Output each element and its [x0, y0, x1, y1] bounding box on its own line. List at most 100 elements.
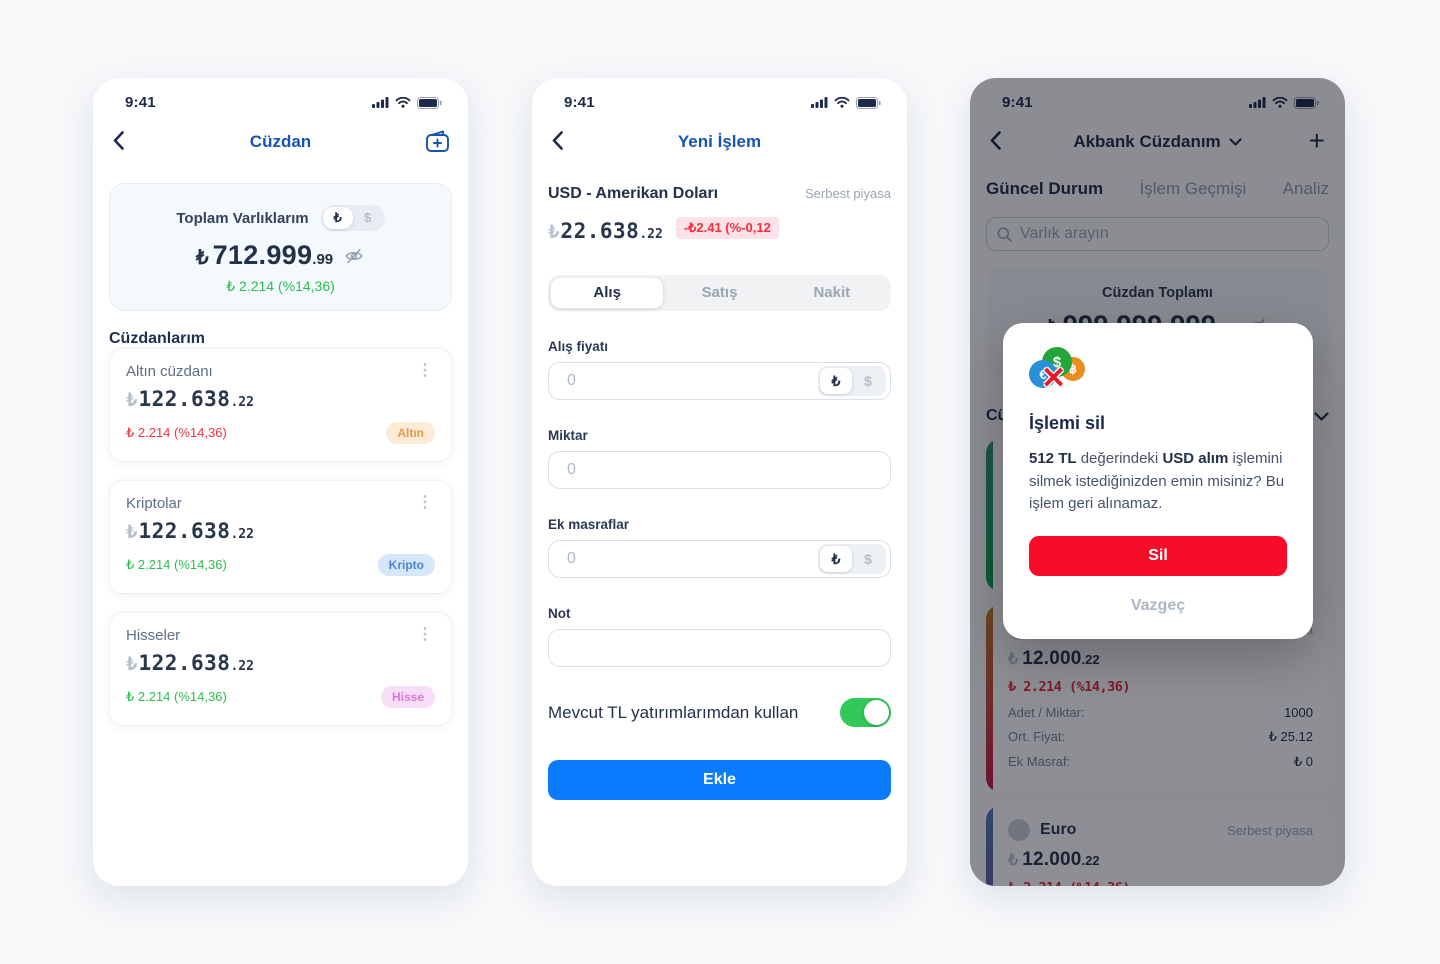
- wifi-icon: [395, 97, 411, 108]
- category-badge: Altın: [386, 422, 435, 444]
- currency-toggle[interactable]: ₺ $: [818, 366, 886, 396]
- page-title: Yeni İşlem: [677, 132, 762, 151]
- back-icon[interactable]: [113, 131, 124, 155]
- page-title: Cüzdan: [249, 132, 312, 151]
- asset-change: ₺ 2.214 (%14,36): [1008, 880, 1313, 886]
- wallet-change: ₺ 2.214 (%14,36): [126, 689, 227, 704]
- field-label-price: Alış fiyatı: [548, 339, 609, 354]
- delete-transaction-modal: ฿ $ € ✕ İşlemi sil 512 TL değerindeki US…: [1003, 323, 1313, 639]
- kebab-menu-icon[interactable]: ⋮: [417, 494, 433, 511]
- delete-button[interactable]: Sil: [1029, 535, 1287, 576]
- asset-value: ₺ 12.000 .22: [1008, 849, 1100, 870]
- modal-body: 512 TL değerindeki USD alım işlemini sil…: [1029, 450, 1285, 512]
- fees-input[interactable]: [567, 550, 818, 568]
- search-icon: [997, 227, 1012, 242]
- currency-option-dollar[interactable]: $: [864, 551, 872, 567]
- header: Yeni İşlem: [532, 127, 907, 157]
- chevron-down-icon: [1229, 138, 1242, 146]
- cancel-button[interactable]: Vazgeç: [1130, 596, 1186, 614]
- field-label-note: Not: [548, 606, 571, 621]
- wallet-total-label: Cüzdan Toplamı: [1102, 285, 1213, 301]
- add-button[interactable]: Ekle: [548, 760, 891, 800]
- card-accent-stripe: [986, 439, 993, 591]
- header: Akbank Cüzdanım +: [970, 125, 1345, 157]
- tab-satis[interactable]: Satış: [701, 284, 738, 301]
- wallet-value: ₺ 122.638 .22: [126, 651, 254, 675]
- fees-input-wrap: ₺ $: [548, 540, 891, 578]
- total-assets-value: ₺ 712.999 .99: [110, 240, 451, 271]
- wallet-change: ₺ 2.214 (%14,36): [126, 425, 227, 440]
- chevron-down-icon[interactable]: [1314, 411, 1329, 421]
- note-input[interactable]: [567, 639, 886, 657]
- wallet-value: ₺ 122.638 .22: [126, 387, 254, 411]
- plus-icon[interactable]: +: [1308, 125, 1325, 156]
- modal-title: İşlemi sil: [1029, 413, 1106, 433]
- tab-guncel-durum[interactable]: Güncel Durum: [986, 179, 1104, 198]
- euro-coin-icon: €: [1029, 360, 1057, 388]
- currency-option-lira[interactable]: ₺: [820, 546, 852, 572]
- wallet-name: Altın cüzdanı: [126, 363, 213, 380]
- signal-icon: [811, 97, 828, 108]
- wallet-selector-label: Akbank Cüzdanım: [1073, 132, 1221, 151]
- asset-name: Euro: [1040, 821, 1077, 838]
- eye-off-icon[interactable]: [343, 245, 365, 272]
- currency-option-lira[interactable]: ₺: [322, 207, 353, 229]
- status-bar: 9:41: [93, 78, 468, 111]
- back-icon[interactable]: [990, 131, 1001, 155]
- tab-alis[interactable]: Alış: [551, 278, 664, 308]
- wallet-add-icon[interactable]: [425, 129, 450, 158]
- asset-name: USD - Amerikan Doları: [548, 185, 719, 202]
- total-change: ₺ 2.214 (%14,36): [226, 278, 335, 294]
- currency-option-lira[interactable]: ₺: [820, 368, 852, 394]
- card-accent-stripe: [986, 806, 993, 886]
- wallet-card-kripto[interactable]: Kriptolar ⋮ ₺ 122.638 .22 ₺ 2.214 (%14,3…: [109, 480, 452, 594]
- use-tl-toggle[interactable]: [840, 698, 891, 727]
- wallet-name: Kriptolar: [126, 495, 182, 512]
- total-assets-label: Toplam Varlıklarım: [176, 209, 309, 227]
- new-transaction-screen: 9:41 Yeni İşlem USD - Amerikan Doları Se…: [532, 78, 907, 886]
- status-icons: [811, 96, 881, 109]
- transaction-type-tabs: Alış Satış Nakit: [548, 275, 891, 311]
- use-tl-switch-label: Mevcut TL yatırımlarımdan kullan: [548, 702, 799, 722]
- header: Cüzdan: [93, 127, 468, 157]
- battery-icon: [417, 96, 442, 109]
- toggle-knob: [864, 700, 889, 725]
- field-label-amount: Miktar: [548, 428, 588, 443]
- wifi-icon: [834, 97, 850, 108]
- status-time: 9:41: [564, 94, 595, 111]
- total-assets-card: Toplam Varlıklarım ₺ $ ₺ 712.999 .99 ₺ 2…: [109, 183, 452, 311]
- price-input[interactable]: [567, 372, 818, 390]
- amount-input-wrap: [548, 451, 891, 489]
- asset-price: ₺ 22.638 .22: [548, 219, 663, 243]
- tab-analiz[interactable]: Analiz: [1282, 179, 1329, 198]
- back-icon[interactable]: [552, 131, 563, 155]
- tab-nakit[interactable]: Nakit: [813, 284, 851, 301]
- asset-details: Adet / Miktar: 1000 Ort. Fiyat: ₺ 25.12 Ek…: [1008, 705, 1313, 769]
- asset-change: ₺ 2.214 (%14,36): [1008, 679, 1131, 695]
- asset-card-euro[interactable]: Euro Serbest piyasa ₺ 12.000 .22 ₺ 2.214…: [986, 806, 1329, 886]
- amount-input[interactable]: [567, 461, 886, 479]
- delete-x-icon: ✕: [1041, 362, 1067, 395]
- field-label-fees: Ek masraflar: [548, 517, 630, 532]
- price-input-wrap: ₺ $: [548, 362, 891, 400]
- wallet-card-altin[interactable]: Altın cüzdanı ⋮ ₺ 122.638 .22 ₺ 2.214 (%…: [109, 348, 452, 462]
- kebab-menu-icon[interactable]: ⋮: [417, 626, 433, 643]
- currency-toggle[interactable]: ₺ $: [818, 544, 886, 574]
- wallet-card-hisse[interactable]: Hisseler ⋮ ₺ 122.638 .22 ₺ 2.214 (%14,36…: [109, 612, 452, 726]
- kebab-menu-icon[interactable]: ⋮: [417, 362, 433, 379]
- currency-option-dollar[interactable]: $: [864, 373, 872, 389]
- battery-icon: [856, 96, 881, 109]
- currency-option-dollar[interactable]: $: [364, 210, 372, 225]
- status-bar: 9:41: [532, 78, 907, 111]
- wallet-name: Hisseler: [126, 627, 181, 644]
- wallet-selector[interactable]: Akbank Cüzdanım: [970, 127, 1345, 157]
- search-input[interactable]: Varlık arayın: [986, 217, 1329, 251]
- wallet-screen: 9:41 Cüzdan Toplam Varlıklarım ₺ $ ₺ 712…: [93, 78, 468, 886]
- battery-icon: [1294, 96, 1319, 109]
- wallet-change: ₺ 2.214 (%14,36): [126, 557, 227, 572]
- tab-islem-gecmisi[interactable]: İşlem Geçmişi: [1139, 179, 1247, 198]
- currency-toggle[interactable]: ₺ $: [320, 205, 385, 231]
- note-input-wrap: [548, 629, 891, 667]
- card-accent-stripe: [986, 605, 993, 792]
- signal-icon: [372, 97, 389, 108]
